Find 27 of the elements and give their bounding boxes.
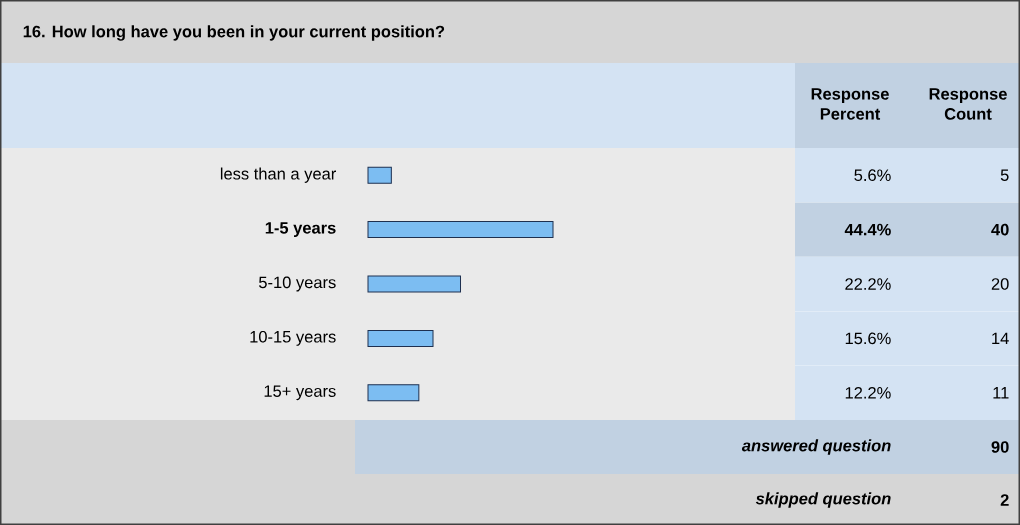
data-label: 5.6%	[854, 169, 891, 182]
data-label: 12.2%	[845, 386, 891, 399]
text: 20	[991, 278, 1009, 290]
y-tick-label: 1-5 years	[265, 222, 336, 237]
text: Response Percent	[811, 88, 889, 120]
text: Response Count	[929, 88, 1007, 120]
data-label: 15.6%	[845, 332, 891, 345]
text: 40	[991, 223, 1009, 236]
bar	[367, 221, 554, 239]
y-tick-label: less than a year	[220, 167, 337, 183]
y-tick-label: 15+ years	[264, 385, 336, 401]
text: 90	[991, 441, 1009, 453]
bar	[367, 329, 434, 347]
bar	[367, 384, 420, 402]
y-tick-label: 10-15 years	[250, 330, 336, 346]
data-label: 22.2%	[845, 278, 891, 290]
text: 11	[993, 387, 1009, 399]
bar	[367, 166, 392, 184]
text: 16. How long have you been in your current position?	[23, 25, 445, 41]
text: 2	[1000, 494, 1009, 506]
y-tick-label: 5-10 years	[259, 276, 336, 292]
text: 5	[1000, 169, 1009, 181]
data-label: 44.4%	[844, 223, 891, 236]
text: 14	[992, 332, 1009, 345]
bar	[367, 275, 462, 293]
text: skipped question	[755, 492, 891, 508]
text: answered question	[741, 439, 891, 455]
